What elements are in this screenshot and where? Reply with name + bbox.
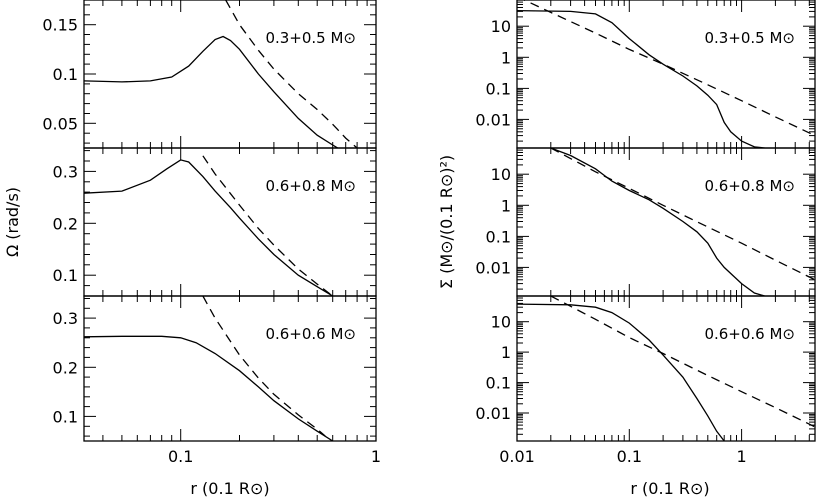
panel-4: 0.01 0.1 1 10 0.3+0.5 M⊙: [475, 0, 816, 149]
panel-frame: [516, 0, 816, 149]
solid-series-line: [517, 9, 765, 148]
y-tick-label: 1: [501, 196, 511, 215]
y-tick-label: 10: [491, 17, 511, 36]
panel-frame: [516, 147, 816, 297]
dashed-series-line: [202, 155, 334, 296]
solid-series-line: [550, 148, 765, 296]
dashed-series-line: [550, 148, 815, 281]
solid-series-line: [84, 159, 334, 296]
y-tick-label: 0.1: [486, 79, 511, 98]
panel-1: 0.05 0.1 0.15 0.3+0.5 M⊙: [42, 0, 377, 149]
y-tick-label: 0.1: [53, 407, 78, 426]
left-y-axis-label: Ω (rad/s): [3, 187, 22, 257]
y-tick-label: 0.01: [475, 404, 511, 423]
x-tick-label: 0.1: [617, 447, 642, 466]
y-tick-label: 1: [501, 48, 511, 67]
panel-frame: [83, 295, 377, 442]
solid-series-line: [84, 35, 339, 148]
panel-frame: [83, 0, 377, 149]
y-tick-label: 0.01: [475, 110, 511, 129]
y-tick-label: 0.1: [53, 266, 78, 285]
x-tick-label: 0.01: [499, 447, 535, 466]
left-x-axis-label: r (0.1 R⊙): [190, 479, 269, 498]
y-tick-label: 0.1: [53, 65, 78, 84]
panels: 0.05 0.1 0.15 0.3+0.5 M⊙ 0.1 0.2 0.3 0.6+0.8 M⊙…: [42, 0, 816, 466]
dashed-series-line: [225, 0, 358, 148]
y-tick-label: 0.15: [42, 16, 78, 35]
panel-label: 0.6+0.8 M⊙: [704, 177, 795, 195]
panel-3: 0.1 0.2 0.3 0.1 1 0.6+0.6 M⊙: [53, 295, 381, 466]
y-tick-label: 0.3: [53, 309, 78, 328]
panel-frame: [516, 295, 816, 442]
dashed-series-line: [550, 296, 815, 428]
panel-label: 0.3+0.5 M⊙: [265, 29, 356, 47]
panel-5: 0.01 0.1 1 10 0.6+0.8 M⊙: [475, 147, 816, 297]
panel-label: 0.6+0.6 M⊙: [265, 325, 356, 343]
solid-series-line: [84, 335, 334, 441]
dashed-series-line: [522, 0, 815, 137]
solid-series-line: [517, 303, 725, 441]
panel-frame: [83, 147, 377, 297]
y-tick-label: 0.2: [53, 214, 78, 233]
x-tick-label: 1: [737, 447, 747, 466]
right-y-axis-label: Σ (M⊙/(0.1 R⊙)²): [437, 155, 456, 289]
panel-label: 0.6+0.8 M⊙: [265, 177, 356, 195]
y-tick-label: 0.1: [486, 374, 511, 393]
y-tick-label: 1: [501, 343, 511, 362]
x-tick-label: 0.1: [168, 447, 193, 466]
y-tick-label: 10: [491, 165, 511, 184]
panel-label: 0.3+0.5 M⊙: [704, 29, 795, 47]
y-tick-label: 0.2: [53, 358, 78, 377]
dashed-series-line: [202, 296, 326, 437]
y-tick-label: 0.1: [486, 227, 511, 246]
panel-2: 0.1 0.2 0.3 0.6+0.8 M⊙: [53, 147, 377, 297]
y-tick-label: 0.01: [475, 258, 511, 277]
y-tick-label: 0.05: [42, 114, 78, 133]
y-tick-label: 10: [491, 313, 511, 332]
panel-label: 0.6+0.6 M⊙: [704, 325, 795, 343]
y-tick-label: 0.3: [53, 162, 78, 181]
x-tick-label: 1: [371, 447, 381, 466]
panel-6: 0.01 0.1 1 10 0.01 0.1 1 0.6+0.6 M⊙: [475, 295, 816, 466]
right-x-axis-label: r (0.1 R⊙): [630, 479, 709, 498]
